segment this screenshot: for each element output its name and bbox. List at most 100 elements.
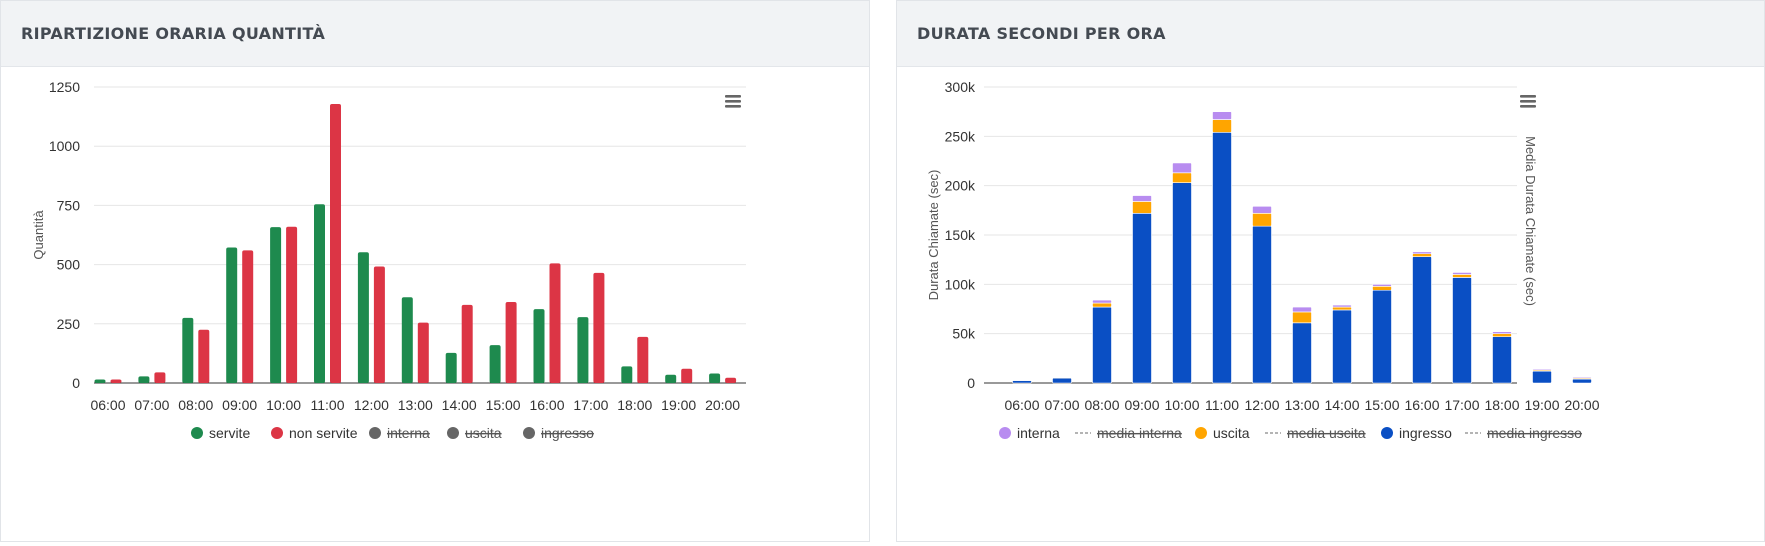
x-tick-label: 19:00	[1524, 397, 1559, 413]
bar-servite	[182, 317, 194, 383]
legend-label: media uscita	[1287, 425, 1366, 441]
legend-label: interna	[1017, 425, 1060, 441]
x-tick-label: 12:00	[354, 397, 389, 413]
bar-segment-interna	[1252, 206, 1272, 214]
bar-servite	[533, 309, 545, 383]
x-tick-label: 06:00	[90, 397, 125, 413]
y-tick-label: 50k	[952, 326, 976, 342]
bar-segment-ingresso	[1492, 336, 1512, 384]
bar-segment-ingresso	[1572, 378, 1592, 384]
y-tick-label: 500	[57, 257, 81, 273]
x-tick-label: 08:00	[178, 397, 213, 413]
x-tick-label: 08:00	[1084, 397, 1119, 413]
panel-hourly-quantity: RIPARTIZIONE ORARIA QUANTITÀ 0 250 500 750 1…	[0, 0, 870, 542]
y-axis-title: Durata Chiamate (sec)	[926, 170, 941, 301]
bar-segment-interna	[1532, 368, 1552, 371]
x-tick-label: 17:00	[573, 397, 608, 413]
x-tick-label: 19:00	[661, 397, 696, 413]
bar-segment-interna	[1292, 306, 1312, 313]
y-tick-label: 300k	[945, 79, 976, 95]
x-tick-label: 15:00	[486, 397, 521, 413]
x-tick-label: 20:00	[705, 397, 740, 413]
y-tick-label: 0	[72, 375, 80, 391]
bar-servite	[138, 376, 150, 383]
legend-label: media ingresso	[1487, 425, 1582, 441]
bar-segment-interna	[1372, 284, 1392, 287]
bar-segment-interna	[1452, 272, 1472, 275]
bar-segment-ingresso	[1132, 212, 1152, 384]
legend-item-interna[interactable]: interna	[999, 425, 1060, 441]
bar-segment-uscita	[1172, 172, 1192, 184]
legend-marker	[369, 427, 381, 439]
legend-item-ingresso[interactable]: ingresso	[523, 425, 594, 441]
legend-item-uscita[interactable]: uscita	[1195, 425, 1250, 441]
bar-servite	[94, 379, 106, 383]
bar-non-servite	[505, 302, 517, 383]
bar-servite	[226, 247, 238, 383]
bar-segment-ingresso	[1332, 309, 1352, 384]
x-tick-label: 07:00	[134, 397, 169, 413]
legend-label: media interna	[1097, 425, 1182, 441]
bar-non-servite	[198, 329, 210, 383]
bar-non-servite	[681, 368, 693, 383]
bar-segment-ingresso	[1292, 322, 1312, 384]
legend-item-ingresso[interactable]: ingresso	[1381, 425, 1452, 441]
bar-segment-interna	[1572, 376, 1592, 379]
legend-label: servite	[209, 425, 250, 441]
y-axis-title: Quantità	[31, 210, 46, 260]
x-tick-label: 13:00	[398, 397, 433, 413]
x-tick-label: 14:00	[1324, 397, 1359, 413]
bar-segment-uscita	[1332, 306, 1352, 311]
bar-segment-interna	[1492, 331, 1512, 334]
bar-segment-ingresso	[1613, 380, 1632, 383]
panel-header: DURATA SECONDI PER ORA	[897, 1, 1764, 67]
x-tick-label: 14:00	[442, 397, 477, 413]
bar-non-servite	[330, 104, 341, 384]
legend-item-non-servite[interactable]: non servite	[271, 425, 358, 441]
legend-label: interna	[387, 425, 430, 441]
bar-servite	[314, 204, 325, 383]
legend-marker	[447, 427, 459, 439]
legend-item-media-uscita[interactable]: media uscita	[1265, 425, 1366, 441]
bar-segment-interna	[1212, 111, 1232, 120]
bar-segment-uscita	[1372, 286, 1392, 291]
bar-segment-uscita	[1292, 311, 1312, 324]
x-tick-label: 13:00	[1284, 397, 1319, 413]
legend-item-servite[interactable]: servite	[191, 425, 250, 441]
x-tick-label: 10:00	[266, 397, 301, 413]
bar-servite	[357, 252, 369, 383]
bar-segment-interna	[1172, 162, 1192, 174]
panel-title: DURATA SECONDI PER ORA	[917, 24, 1166, 43]
partial-bar-group	[1613, 379, 1632, 383]
hamburger-menu-icon[interactable]	[1516, 90, 1540, 112]
duration-chart: 0 50k 100k 150k 200k 250k 300k Durata Chiamate …	[926, 79, 1632, 441]
legend-marker	[271, 427, 283, 439]
legend-marker	[1381, 427, 1393, 439]
bar-segment-ingresso	[1412, 256, 1432, 384]
y-tick-label: 750	[57, 197, 81, 213]
panel-title: RIPARTIZIONE ORARIA QUANTITÀ	[21, 24, 326, 43]
legend-marker	[523, 427, 535, 439]
x-tick-label: 16:00	[529, 397, 564, 413]
bar-segment-interna	[1412, 251, 1432, 255]
legend-item-media-interna[interactable]: media interna	[1075, 425, 1182, 441]
bar-servite	[621, 366, 633, 383]
legend-label: ingresso	[1399, 425, 1452, 441]
legend-item-uscita[interactable]: uscita	[447, 425, 502, 441]
panel-duration-per-hour: DURATA SECONDI PER ORA 0 50k 100k 150k 200k 2…	[896, 0, 1765, 542]
legend-item-interna[interactable]: interna	[369, 425, 430, 441]
bar-segment-uscita	[1212, 119, 1232, 133]
x-tick-label: 09:00	[1124, 397, 1159, 413]
legend-item-media-ingresso[interactable]: media ingresso	[1465, 425, 1582, 441]
legend-label: ingresso	[541, 425, 594, 441]
x-tick-label: 11:00	[311, 397, 345, 413]
y-tick-label: 100k	[945, 276, 976, 292]
y-tick-label: 1000	[49, 138, 80, 154]
bar-segment-uscita	[1412, 253, 1432, 258]
x-tick-label: 18:00	[617, 397, 652, 413]
legend-label: uscita	[465, 425, 502, 441]
bar-non-servite	[154, 372, 166, 383]
x-tick-label: 17:00	[1444, 397, 1479, 413]
hamburger-menu-icon[interactable]	[721, 90, 745, 112]
bar-non-servite	[461, 304, 473, 383]
